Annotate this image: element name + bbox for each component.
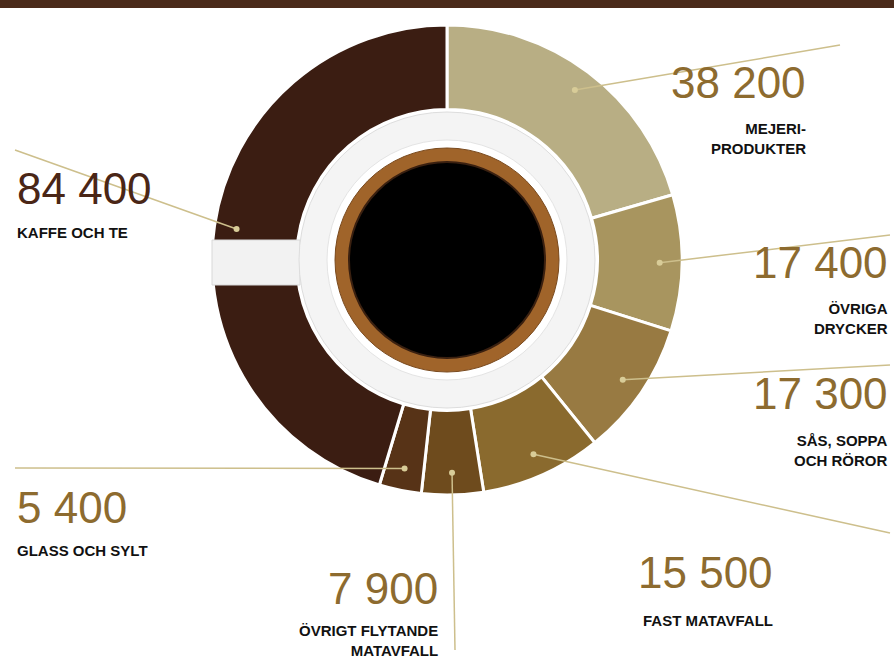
svg-text:ÖVRIGT FLYTANDEMATAVFALL: ÖVRIGT FLYTANDEMATAVFALL	[299, 622, 438, 658]
svg-text:15 500: 15 500	[638, 548, 773, 597]
svg-text:38 200: 38 200	[671, 58, 806, 107]
svg-text:GLASS OCH SYLT: GLASS OCH SYLT	[17, 542, 148, 559]
svg-text:FAST MATAVFALL: FAST MATAVFALL	[643, 612, 773, 629]
svg-text:MEJERI-PRODUKTER: MEJERI-PRODUKTER	[711, 120, 806, 157]
svg-text:84 400: 84 400	[17, 164, 152, 213]
svg-text:17 400: 17 400	[753, 238, 888, 287]
svg-text:SÅS, SOPPAOCH RÖROR: SÅS, SOPPAOCH RÖROR	[794, 432, 888, 469]
svg-text:17 300: 17 300	[753, 369, 888, 418]
svg-text:KAFFE OCH TE: KAFFE OCH TE	[17, 224, 128, 241]
svg-text:7 900: 7 900	[328, 564, 438, 613]
svg-text:ÖVRIGADRYCKER: ÖVRIGADRYCKER	[814, 300, 888, 337]
svg-text:5 400: 5 400	[17, 483, 127, 532]
